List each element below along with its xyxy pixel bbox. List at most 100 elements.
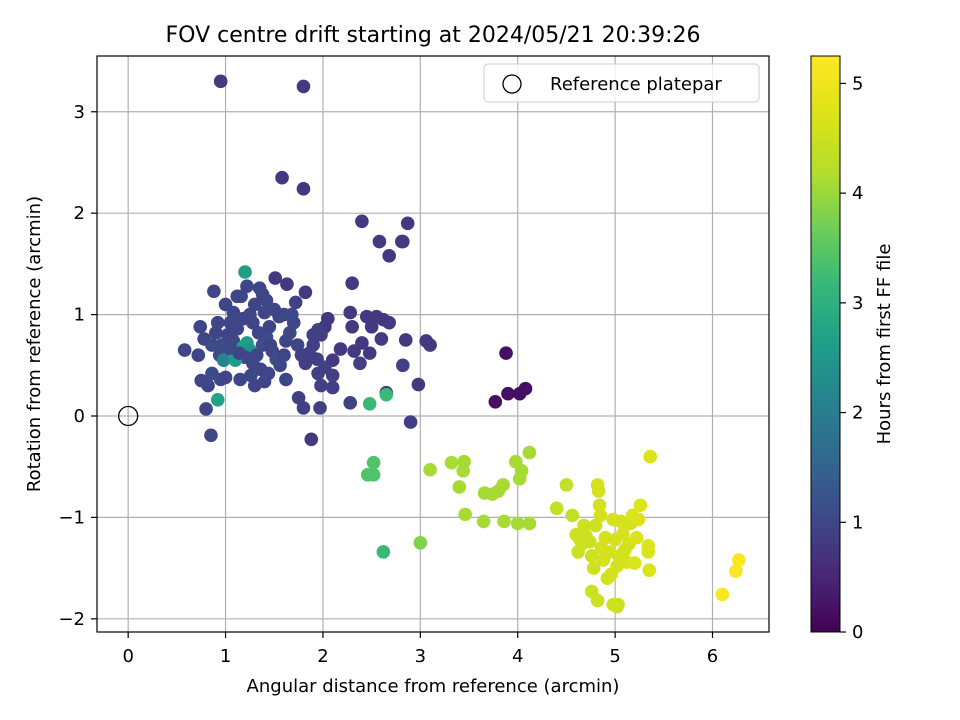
data-point — [280, 277, 294, 291]
data-point — [247, 297, 262, 312]
data-point — [277, 348, 291, 362]
data-point — [246, 315, 260, 330]
data-point — [291, 390, 306, 405]
data-point — [259, 293, 274, 308]
data-point — [590, 593, 605, 608]
colorbar-label: Hours from first FF file — [874, 244, 895, 445]
data-point — [452, 480, 467, 494]
data-point — [584, 549, 599, 563]
data-point — [252, 281, 267, 296]
x-tick-label: 4 — [512, 646, 523, 667]
legend-box — [483, 63, 760, 103]
data-point — [382, 248, 396, 263]
x-tick-label: 0 — [122, 646, 133, 667]
data-point — [296, 79, 311, 94]
data-point — [275, 170, 289, 185]
data-point — [214, 338, 229, 352]
data-point — [616, 526, 630, 541]
data-point — [488, 395, 503, 409]
colorbar-gradient — [810, 55, 841, 633]
data-point — [205, 338, 219, 352]
data-point — [642, 563, 657, 577]
data-point — [458, 507, 472, 522]
data-point — [732, 553, 746, 567]
data-point — [234, 289, 248, 304]
data-point — [633, 498, 648, 513]
data-point — [643, 449, 657, 464]
colorbar-tick-label: 1 — [852, 512, 863, 533]
data-point — [333, 342, 348, 356]
data-point — [204, 428, 218, 443]
colorbar-tick-label: 0 — [852, 622, 863, 643]
colorbar-tick-label: 4 — [852, 183, 863, 204]
data-point — [400, 216, 415, 231]
data-point — [194, 373, 209, 388]
y-axis-label: Rotation from reference (arcmin) — [24, 196, 45, 492]
data-point — [355, 214, 369, 229]
data-point — [263, 338, 278, 352]
data-point — [325, 368, 340, 383]
data-point — [262, 319, 277, 334]
data-point — [311, 366, 325, 381]
data-point — [559, 478, 574, 492]
data-point — [213, 74, 228, 89]
data-point — [362, 397, 377, 411]
data-point — [240, 279, 254, 293]
data-point — [376, 545, 391, 559]
data-point — [177, 343, 192, 357]
reference-platepar-marker — [118, 405, 139, 427]
y-tick-label: 1 — [74, 305, 85, 326]
data-point — [398, 333, 413, 347]
data-point — [364, 319, 379, 334]
data-point — [220, 328, 235, 342]
data-point — [325, 380, 340, 395]
data-point — [209, 326, 223, 340]
data-point — [366, 455, 381, 470]
data-point — [251, 326, 266, 340]
x-tick-label: 6 — [707, 646, 718, 667]
y-axis-ticks: −2 −1 0 1 2 3 — [58, 102, 97, 630]
data-point — [279, 372, 293, 387]
data-point — [345, 319, 359, 334]
data-point — [522, 516, 537, 531]
data-point — [456, 463, 470, 478]
data-point — [565, 508, 580, 523]
data-point — [193, 319, 208, 334]
data-point — [304, 432, 319, 447]
data-point — [218, 297, 233, 312]
legend-label: Reference platepar — [550, 74, 722, 95]
data-point — [499, 346, 513, 360]
data-point — [497, 514, 511, 529]
data-point — [310, 352, 324, 367]
chart-title: FOV centre drift starting at 2024/05/21 … — [166, 23, 701, 48]
x-axis-ticks: 0 1 2 3 4 5 6 — [122, 632, 718, 667]
data-point — [423, 338, 437, 352]
y-tick-label: 2 — [74, 203, 85, 224]
data-point — [593, 508, 608, 523]
data-point — [413, 535, 428, 550]
data-point — [191, 348, 206, 362]
data-point — [296, 182, 311, 196]
data-point — [216, 353, 231, 368]
data-point — [591, 484, 606, 498]
data-point — [586, 561, 601, 575]
data-point — [210, 392, 225, 407]
colorbar-tick-label: 5 — [852, 73, 863, 94]
data-point — [444, 455, 459, 470]
colorbar-ticks: 0 1 2 3 4 5 — [840, 73, 863, 643]
data-point — [627, 556, 642, 570]
data-point — [396, 358, 410, 373]
data-point — [223, 315, 238, 330]
data-point — [631, 512, 646, 527]
data-point — [379, 387, 394, 402]
data-point — [610, 599, 624, 614]
data-point — [218, 370, 233, 385]
data-point — [374, 332, 389, 346]
data-point — [573, 532, 587, 547]
data-point — [238, 265, 252, 279]
data-point — [501, 386, 515, 401]
data-point — [510, 516, 525, 531]
data-point — [249, 348, 264, 362]
colorbar: 0 1 2 3 4 5 Hours from first FF file — [810, 55, 895, 643]
